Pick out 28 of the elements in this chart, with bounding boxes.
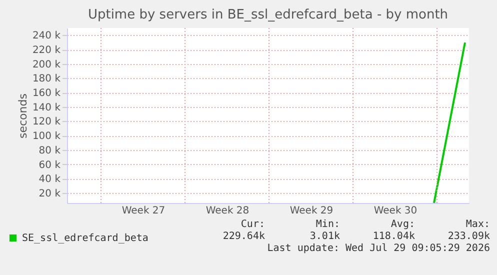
- y-tick-label: 180 k: [32, 74, 61, 85]
- x-tick-label: Week 28: [206, 206, 250, 216]
- y-tick-label: 100 k: [32, 131, 61, 142]
- text: Min:: [314, 219, 340, 230]
- x-tick-label: Week 30: [374, 206, 418, 216]
- text: 3.01k: [308, 231, 340, 242]
- text: Last update: Wed Jul 29 09:05:29 2026: [266, 243, 490, 254]
- x-tick-label: Week 29: [290, 206, 334, 216]
- legend-label: SE_ssl_edrefcard_beta: [22, 233, 148, 244]
- text: Max:: [464, 219, 490, 230]
- text: 229.64k: [222, 231, 265, 242]
- chart-title: Uptime by servers in BE_ssl_edrefcard_beta - by month: [88, 8, 448, 22]
- x-tick-label: Week 27: [122, 206, 166, 216]
- text: Avg:: [390, 219, 415, 230]
- y-tick-label: 140 k: [32, 102, 61, 114]
- y-tick-label: 80 k: [38, 145, 61, 156]
- y-tick-label: 40 k: [38, 174, 61, 186]
- text: 233.09k: [446, 231, 490, 242]
- text: Cur:: [240, 219, 265, 230]
- y-tick-label: 200 k: [32, 59, 61, 70]
- y-tick-label: 240 k: [32, 30, 61, 42]
- text: 118.04k: [372, 231, 415, 242]
- y-tick-label: 220 k: [32, 45, 61, 56]
- y-axis-title: seconds: [16, 93, 30, 138]
- y-tick-label: 60 k: [38, 160, 61, 171]
- y-tick-label: 120 k: [32, 116, 61, 128]
- y-tick-label: 160 k: [32, 88, 61, 100]
- y-tick-label: 20 k: [38, 188, 61, 200]
